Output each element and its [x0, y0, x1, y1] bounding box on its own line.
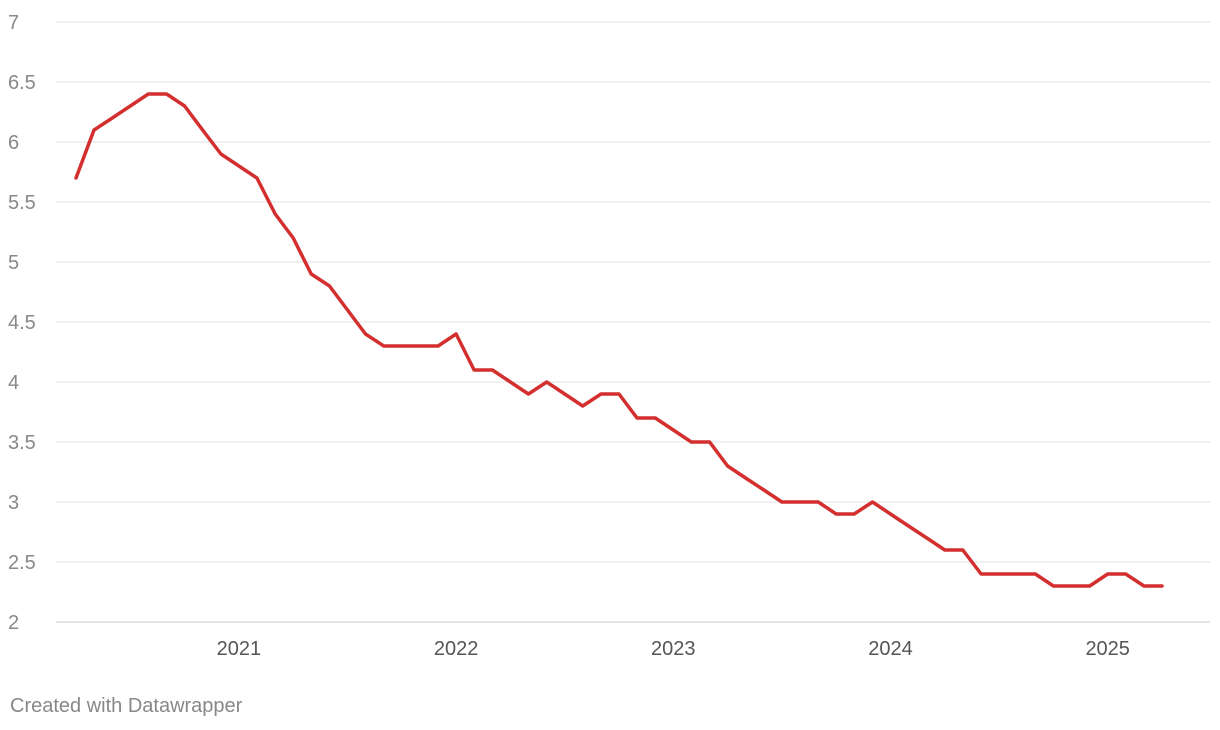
x-tick-label: 2021 — [217, 638, 262, 660]
y-tick-label: 2.5 — [8, 552, 36, 574]
y-tick-label: 7 — [8, 12, 19, 34]
y-tick-label: 6.5 — [8, 72, 36, 94]
series-layer — [74, 92, 1164, 588]
y-tick-label: 3.5 — [8, 432, 36, 454]
x-tick-label: 2024 — [868, 638, 913, 660]
y-tick-label: 4 — [8, 372, 19, 394]
x-axis-ticks: 2021 2022 2023 2024 2025 — [217, 638, 1130, 660]
x-tick-label: 2023 — [651, 638, 696, 660]
y-axis-ticks: 7 6.5 6 5.5 5 4.5 4 3.5 3 2.5 2 — [8, 12, 36, 634]
y-tick-label: 2 — [8, 612, 19, 634]
gridlines — [56, 21, 1210, 623]
y-tick-label: 5.5 — [8, 192, 36, 214]
y-tick-label: 4.5 — [8, 312, 36, 334]
y-tick-label: 5 — [8, 252, 19, 274]
y-tick-label: 6 — [8, 132, 19, 154]
line-chart: 76.565.554.543.532.52 2021 2022 2023 2024 20… — [8, 12, 1210, 660]
x-tick-label: 2025 — [1085, 638, 1130, 660]
footer-credit: Created with Datawrapper — [10, 695, 243, 717]
series-line-0[interactable] — [74, 92, 1164, 588]
x-tick-label: 2022 — [434, 638, 479, 660]
y-tick-label: 3 — [8, 492, 19, 514]
